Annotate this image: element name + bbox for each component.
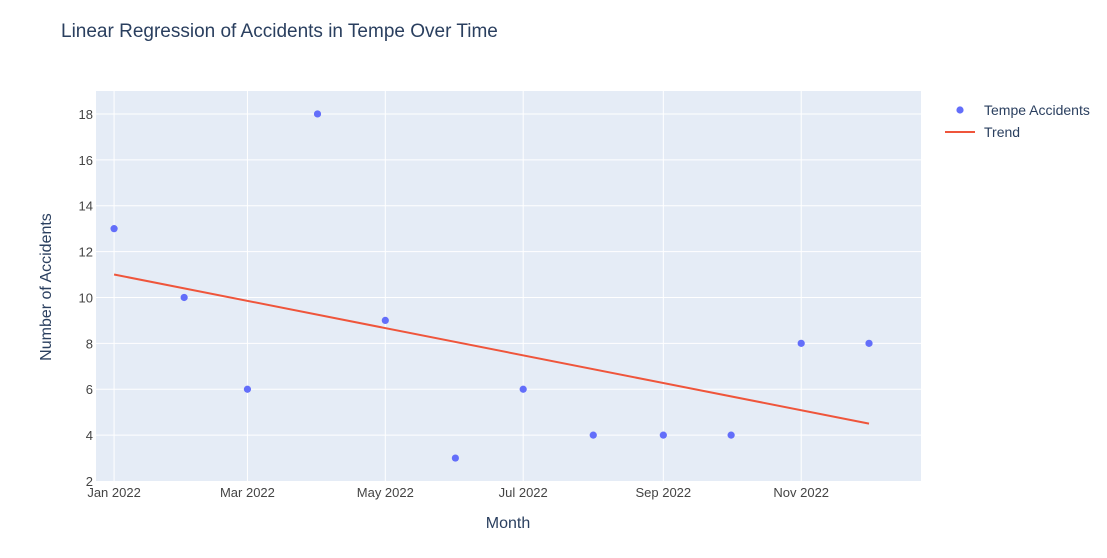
x-tick-label: Nov 2022	[773, 485, 829, 500]
plot-area	[96, 91, 921, 481]
grid-lines	[96, 91, 921, 481]
y-tick-label: 18	[79, 107, 93, 122]
trend-series	[113, 273, 870, 425]
data-point	[180, 293, 188, 302]
y-tick-label: 10	[79, 290, 93, 305]
data-point	[727, 431, 735, 439]
data-point	[865, 339, 873, 347]
x-tick-label: Mar 2022	[220, 485, 275, 500]
legend-item-label: Tempe Accidents	[984, 102, 1090, 118]
data-point	[381, 316, 389, 325]
data-point	[589, 431, 597, 439]
y-tick-label: 6	[86, 382, 93, 397]
x-axis-label: Month	[486, 515, 530, 532]
chart-title: Linear Regression of Accidents in Tempe …	[61, 21, 498, 42]
legend-item-label: Trend	[984, 124, 1020, 140]
legend-marker-swatch	[956, 106, 964, 114]
y-axis-label: Number of Accidents	[38, 213, 55, 361]
scatter-series	[110, 110, 873, 462]
x-tick-label: Jul 2022	[499, 485, 548, 500]
trend-line	[113, 273, 870, 425]
legend[interactable]: Tempe Accidents Trend	[945, 102, 1090, 140]
y-tick-label: 4	[86, 428, 93, 443]
data-point	[451, 454, 459, 462]
y-axis-ticks: 2 4 6 8 10 12 14 16 18	[79, 107, 93, 489]
x-tick-label: Sep 2022	[635, 485, 691, 500]
y-tick-label: 8	[86, 336, 93, 351]
data-point	[519, 385, 527, 393]
data-point	[110, 225, 118, 233]
data-point	[659, 431, 667, 439]
y-tick-label: 16	[79, 153, 93, 168]
x-tick-label: Jan 2022	[87, 485, 141, 500]
y-tick-label: 12	[79, 245, 93, 260]
data-point	[243, 385, 252, 393]
x-axis-ticks: Jan 2022 Mar 2022 May 2022 Jul 2022 Sep 2022…	[87, 485, 829, 500]
y-tick-label: 14	[79, 199, 93, 214]
data-point	[313, 110, 322, 118]
x-tick-label: May 2022	[357, 485, 414, 500]
data-point	[797, 339, 805, 347]
y-tick-label: 2	[86, 474, 93, 489]
